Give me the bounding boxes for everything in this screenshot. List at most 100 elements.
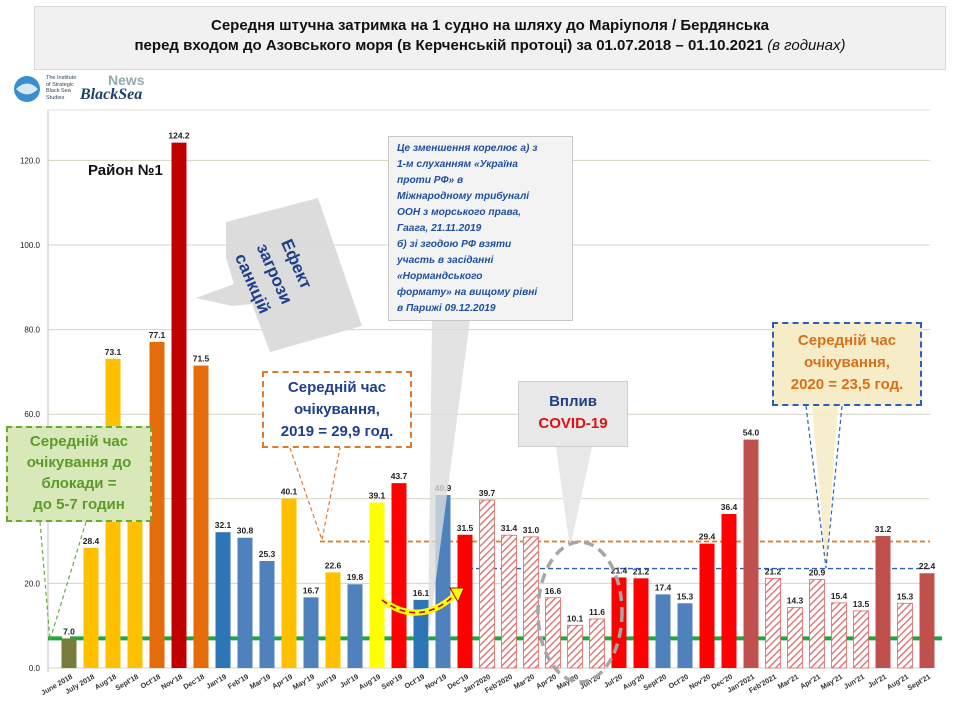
- bar: [61, 638, 77, 668]
- value-label: 36.4: [721, 502, 738, 512]
- x-tick-label: May'21: [819, 672, 844, 692]
- bar: [721, 514, 737, 668]
- value-label: 28.4: [83, 536, 100, 546]
- blockade-line: Середній час: [29, 433, 129, 450]
- bar: [853, 610, 869, 669]
- note-line: формату» на вищому рівні: [397, 287, 538, 298]
- x-tick-label: Jul'21: [866, 672, 888, 690]
- avg2020-callout-pointer: [812, 406, 838, 568]
- x-tick-label: Dec'18: [182, 672, 206, 691]
- chart-title-box: Середня штучна затримка на 1 судно на шл…: [34, 6, 946, 70]
- region-label: Район №1: [88, 162, 163, 179]
- bar: [633, 578, 649, 668]
- x-tick-label: Jan'19: [204, 672, 228, 691]
- bar: [391, 483, 407, 668]
- x-tick-label: Oct'19: [403, 672, 426, 691]
- bar: [831, 602, 847, 669]
- bar: [457, 534, 473, 668]
- value-label: 39.7: [479, 488, 496, 498]
- avg2020-line: 2020 = 23,5 год.: [790, 376, 904, 393]
- note-line: «Нормандського: [397, 271, 483, 282]
- y-tick-label: 60.0: [24, 410, 40, 419]
- value-label: 15.3: [677, 591, 694, 601]
- value-label: 19.8: [347, 572, 364, 582]
- value-label: 39.1: [369, 491, 386, 501]
- covid-highlight-ellipse: [536, 540, 624, 684]
- value-label: 11.6: [589, 607, 605, 617]
- x-tick-label: Aug'21: [885, 672, 910, 692]
- avg2019-line: Середній час: [287, 379, 387, 396]
- x-tick-label: Aug'20: [621, 672, 646, 692]
- x-tick-label: Nov'20: [687, 672, 712, 691]
- bar: [677, 603, 693, 668]
- value-label: 21.2: [765, 566, 782, 576]
- bar: [897, 602, 913, 669]
- bar: [699, 543, 715, 668]
- blockade-line: блокади =: [41, 475, 117, 492]
- note-line: Міжнародному трибуналі: [397, 191, 530, 202]
- value-label: 71.5: [193, 354, 210, 364]
- value-label: 77.1: [149, 330, 166, 340]
- bar: [259, 560, 275, 668]
- blockade-line: очікування до: [26, 454, 132, 471]
- value-label: 31.0: [523, 525, 540, 535]
- value-label: 21.2: [633, 566, 650, 576]
- note-line: участь в засіданні: [397, 255, 494, 266]
- value-label: 16.1: [413, 588, 430, 598]
- y-tick-label: 120.0: [20, 156, 41, 165]
- globe-icon: [14, 76, 40, 102]
- bar: [325, 572, 341, 668]
- logo-institute-line4: Studies: [46, 94, 65, 101]
- x-tick-label: Apr'19: [270, 672, 294, 691]
- note-line: 1-м слуханням «Україна: [397, 159, 518, 170]
- value-label: 31.2: [875, 524, 892, 534]
- y-tick-label: 80.0: [24, 326, 40, 335]
- value-label: 13.5: [853, 599, 870, 609]
- x-tick-label: Nov'18: [159, 672, 184, 691]
- x-tick-label: Aug'18: [93, 672, 118, 692]
- value-labels: 7.028.473.147.077.1124.271.532.130.825.3…: [63, 131, 935, 637]
- blockade-line: до 5-7 годин: [33, 496, 125, 513]
- bar: [875, 536, 891, 668]
- bar: [237, 537, 253, 668]
- value-label: 54.0: [743, 428, 760, 438]
- logo-news-word: News: [108, 72, 145, 88]
- bar: [787, 607, 803, 669]
- bar: [149, 341, 165, 668]
- bar: [743, 439, 759, 668]
- value-label: 15.3: [897, 591, 914, 601]
- note-callout-pointer: [428, 320, 470, 640]
- x-tick-label: Mar'20: [512, 672, 536, 691]
- value-label: 15.4: [831, 591, 848, 601]
- x-tick-label: Apr'21: [798, 672, 822, 691]
- value-label: 31.5: [457, 523, 474, 533]
- value-label: 16.7: [303, 585, 320, 595]
- value-label: 21.4: [611, 565, 628, 575]
- logo-brand-word: BlackSea: [80, 86, 143, 103]
- x-tick-label: May'19: [291, 672, 316, 692]
- chart-title-line2-main: перед входом до Азовського моря (в Керче…: [134, 37, 764, 54]
- drop-curve-arrow-outline: [381, 593, 457, 614]
- x-tick-label: Oct'18: [139, 672, 162, 691]
- x-tick-label: Sept'20: [642, 672, 668, 692]
- avg2019-line: очікування,: [294, 401, 380, 418]
- value-label: 73.1: [105, 347, 122, 357]
- covid-line2: COVID-19: [538, 415, 608, 432]
- x-tick-label: Jun'19: [314, 672, 338, 691]
- correlation-note-box: Це зменшення корелює а) з 1-м слуханням …: [388, 136, 573, 321]
- bar: [567, 624, 583, 669]
- y-tick-label: 0.0: [29, 664, 41, 673]
- value-label: 43.7: [391, 471, 408, 481]
- bar: [369, 502, 385, 668]
- note-line: Це зменшення корелює а) з: [397, 143, 538, 154]
- note-line: б) зі згодою РФ взяти: [397, 239, 512, 250]
- logo-institute-line1: The Institute: [46, 75, 77, 81]
- chart-title-unit-note: (в годинах): [767, 37, 846, 54]
- blockade-callout-pointer: [39, 521, 87, 641]
- note-line: в Парижі 09.12.2019: [397, 303, 496, 314]
- sanction-arrow-shape: [196, 198, 362, 352]
- value-label: 7.0: [63, 626, 75, 636]
- avg2019-line: 2019 = 29,9 год.: [280, 423, 394, 440]
- x-tick-label: Mar'21: [776, 672, 800, 691]
